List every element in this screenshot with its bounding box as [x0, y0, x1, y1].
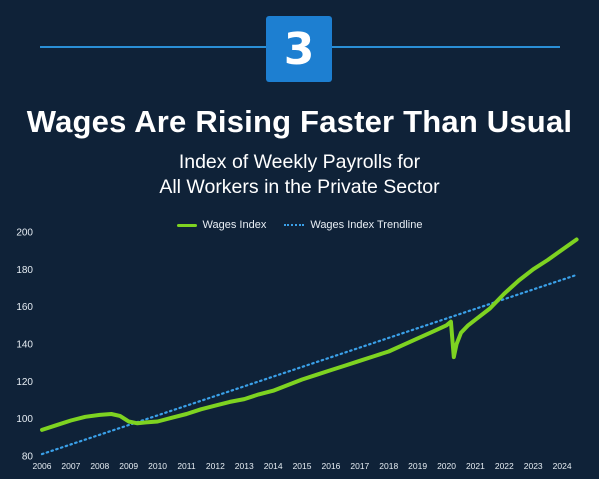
x-tick-label: 2019: [408, 461, 427, 471]
subtitle-line-1: Index of Weekly Payrolls for: [178, 151, 421, 173]
chart-legend: Wages Index Wages Index Trendline: [0, 219, 599, 231]
chart-series: [40, 237, 579, 456]
y-axis-ticks: 80 100 120 140 160 180 200: [16, 228, 33, 463]
x-tick-label: 2020: [437, 461, 456, 471]
x-tick-label: 2006: [33, 461, 52, 471]
y-tick-label: 100: [16, 414, 33, 425]
legend-label-wages: Wages Index: [202, 219, 267, 231]
x-axis-ticks: 2006 2007 2008 2009 2010 2011 2012 2013 2014 2015…: [33, 461, 572, 471]
legend-item-trendline: Wages Index Trendline: [284, 219, 422, 231]
x-tick-label: 2011: [177, 461, 196, 471]
y-tick-label: 160: [16, 302, 33, 313]
x-tick-label: 2015: [293, 461, 312, 471]
wages-index-series: [40, 237, 579, 432]
x-tick-label: 2007: [61, 461, 80, 471]
subtitle-line-2: All Workers in the Private Sector: [159, 176, 440, 198]
y-tick-label: 80: [22, 452, 34, 463]
legend-item-wages: Wages Index: [176, 219, 267, 231]
step-number-badge: 3: [266, 16, 332, 82]
x-tick-label: 2022: [495, 461, 514, 471]
legend-swatch-wages: [176, 223, 197, 227]
y-tick-label: 180: [16, 265, 33, 276]
x-tick-label: 2014: [264, 461, 283, 471]
x-tick-label: 2018: [379, 461, 398, 471]
y-tick-label: 200: [16, 228, 33, 239]
x-tick-label: 2008: [90, 461, 109, 471]
x-tick-label: 2013: [235, 461, 254, 471]
page-title: Wages Are Rising Faster Than Usual: [26, 104, 573, 139]
x-tick-label: 2010: [148, 461, 167, 471]
x-tick-label: 2021: [466, 461, 485, 471]
x-tick-label: 2012: [206, 461, 225, 471]
x-tick-label: 2009: [119, 461, 138, 471]
x-tick-label: 2024: [553, 461, 572, 471]
legend-label-trendline: Wages Index Trendline: [310, 219, 423, 231]
trendline-series: [40, 273, 578, 456]
legend-swatch-trendline: [284, 224, 305, 226]
chart-subtitle: Index of Weekly Payrolls for All Workers…: [0, 150, 599, 200]
x-tick-label: 2023: [524, 461, 543, 471]
y-tick-label: 120: [16, 377, 33, 388]
x-tick-label: 2016: [321, 461, 340, 471]
y-tick-label: 140: [16, 340, 33, 351]
x-tick-label: 2017: [350, 461, 369, 471]
